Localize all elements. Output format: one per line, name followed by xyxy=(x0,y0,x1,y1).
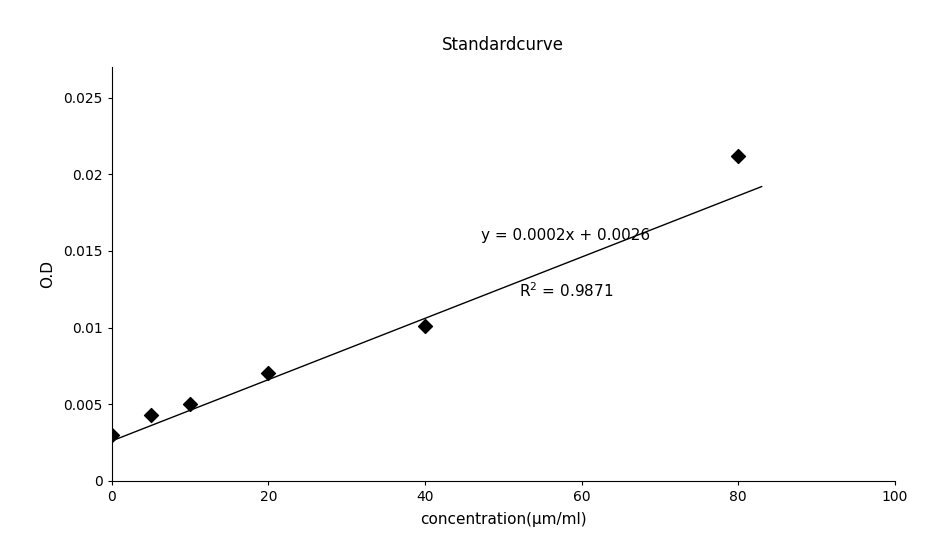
Text: R$^{2}$ = 0.9871: R$^{2}$ = 0.9871 xyxy=(519,282,613,300)
X-axis label: concentration(μm/ml): concentration(μm/ml) xyxy=(420,512,586,527)
Point xyxy=(418,321,432,330)
Text: y = 0.0002x + 0.0026: y = 0.0002x + 0.0026 xyxy=(481,228,651,243)
Point xyxy=(261,369,276,378)
Point xyxy=(183,400,198,409)
Title: Standardcurve: Standardcurve xyxy=(443,36,564,54)
Point xyxy=(144,410,158,419)
Y-axis label: O.D: O.D xyxy=(40,260,55,288)
Point xyxy=(731,151,746,160)
Point xyxy=(104,430,119,439)
